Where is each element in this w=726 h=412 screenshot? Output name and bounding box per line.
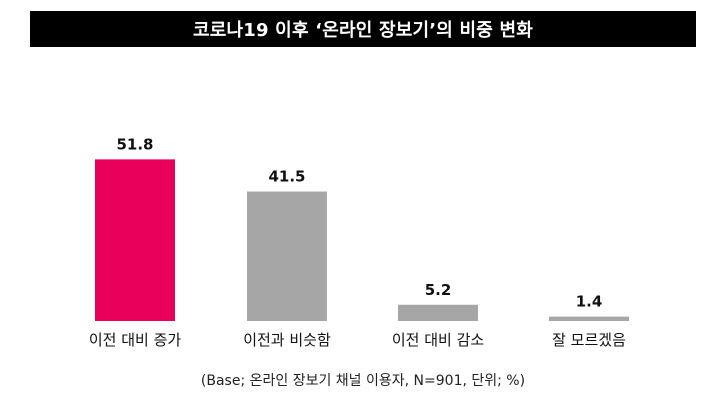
category-label-3: 이전 대비 감소 (392, 331, 485, 349)
title-bar: 코로나19 이후 ‘온라인 장보기’의 비중 변화 (30, 11, 696, 47)
value-label-1: 51.8 (116, 135, 153, 153)
bar-2 (247, 191, 327, 321)
value-label-3: 5.2 (425, 281, 452, 299)
value-label-4: 1.4 (576, 293, 603, 311)
category-label-1: 이전 대비 증가 (89, 331, 182, 349)
chart-footnote: (Base; 온라인 장보기 채널 이용자, N=901, 단위; %) (200, 373, 526, 389)
category-label-2: 이전과 비슷함 (243, 331, 331, 349)
value-label-2: 41.5 (268, 168, 305, 186)
chart-title: 코로나19 이후 ‘온라인 장보기’의 비중 변화 (192, 20, 534, 41)
bar-1 (95, 159, 175, 321)
bar-4 (549, 316, 629, 321)
bar-3 (398, 304, 478, 321)
category-label-4: 잘 모르겠음 (552, 331, 626, 349)
